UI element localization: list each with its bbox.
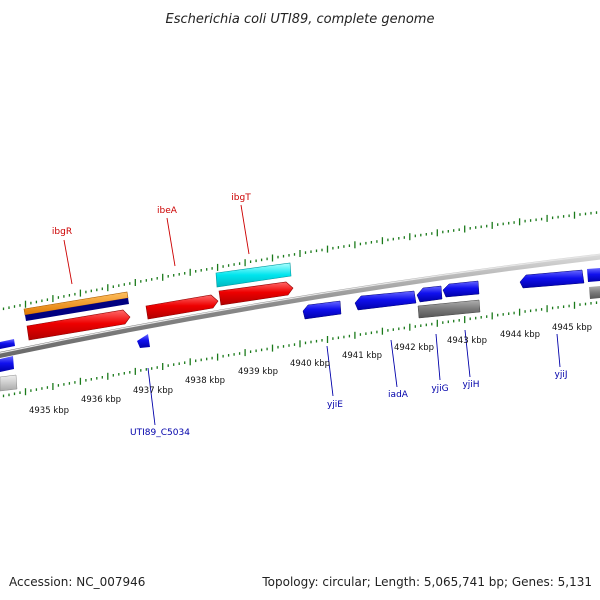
- leader-UTI89_C5034: [147, 367, 156, 426]
- gene-yjiH[interactable]: [442, 280, 480, 298]
- scale-label-4935: 4935 kbp: [29, 406, 69, 416]
- leader-yjiG: [435, 333, 441, 381]
- inner-tick-ring: [2, 301, 598, 398]
- scale-label-4937: 4937 kbp: [133, 386, 173, 396]
- gene-label-ibgR[interactable]: ibgR: [52, 227, 72, 237]
- accession-text: Accession: NC_007946: [9, 575, 145, 589]
- scale-label-4939: 4939 kbp: [238, 367, 278, 377]
- leader-ibgT: [240, 204, 250, 255]
- scale-label-4940: 4940 kbp: [290, 359, 330, 369]
- gene-label-yjiE[interactable]: yjiE: [327, 400, 343, 410]
- scale-label-4943: 4943 kbp: [447, 336, 487, 346]
- gene-yjiJ[interactable]: [519, 269, 585, 289]
- leader-yjiJ: [556, 333, 561, 368]
- leader-ibgR: [63, 239, 73, 285]
- scale-label-4945: 4945 kbp: [552, 323, 592, 333]
- gene-label-yjiG[interactable]: yjiG: [431, 384, 448, 394]
- gene-blue-edge-right[interactable]: [587, 268, 600, 282]
- leader-yjiE: [326, 345, 334, 397]
- genome-backbone: [0, 253, 600, 359]
- outer-tick-ring: [2, 211, 598, 311]
- gene-features: [0, 262, 600, 392]
- leader-yjiH: [464, 329, 471, 378]
- gene-labels-bottom: UTI89_C5034 yjiE iadA yjiG yjiH yjiJ: [130, 370, 567, 438]
- leader-iadA: [390, 339, 398, 388]
- scale-label-4941: 4941 kbp: [342, 351, 382, 361]
- gene-yjiE[interactable]: [302, 300, 342, 320]
- gene-UTI89_C5034[interactable]: [137, 334, 150, 348]
- scale-label-4942: 4942 kbp: [394, 343, 434, 353]
- gene-label-ibeA[interactable]: ibeA: [157, 206, 178, 216]
- gene-gray-1[interactable]: [417, 299, 481, 319]
- gene-red-1[interactable]: [26, 309, 131, 341]
- gene-blue-edge-top[interactable]: [0, 339, 15, 349]
- gene-label-yjiH[interactable]: yjiH: [462, 380, 479, 390]
- genome-stats-text: Topology: circular; Length: 5,065,741 bp…: [261, 575, 592, 589]
- gene-label-UTI89_C5034[interactable]: UTI89_C5034: [130, 428, 190, 438]
- gene-label-yjiJ[interactable]: yjiJ: [555, 370, 568, 380]
- gene-red-3[interactable]: [218, 281, 294, 306]
- gene-blue-edge-left[interactable]: [0, 356, 14, 372]
- gene-cyan-ibgT[interactable]: [215, 262, 292, 288]
- scale-label-4944: 4944 kbp: [500, 330, 540, 340]
- scale-label-4938: 4938 kbp: [185, 376, 225, 386]
- gene-label-ibgT[interactable]: ibgT: [231, 193, 251, 203]
- genome-backbone-highlight: [0, 253, 600, 354]
- leader-ibeA: [166, 217, 176, 267]
- leader-lines: [63, 204, 561, 426]
- gene-gray-edge-right[interactable]: [589, 286, 600, 299]
- gene-ibgR-navy[interactable]: [25, 298, 129, 321]
- scale-label-4936: 4936 kbp: [81, 395, 121, 405]
- gene-label-iadA[interactable]: iadA: [388, 390, 409, 400]
- gene-silver-edge-left[interactable]: [0, 374, 18, 392]
- gene-red-ibeA[interactable]: [145, 294, 219, 320]
- gene-iadA[interactable]: [354, 290, 417, 311]
- scale-labels: 4935 kbp 4936 kbp 4937 kbp 4938 kbp 4939…: [29, 323, 592, 416]
- gene-labels-top: ibgR ibeA ibgT: [52, 193, 251, 237]
- gene-yjiG[interactable]: [416, 285, 443, 303]
- map-title: Escherichia coli UTI89, complete genome: [166, 12, 435, 27]
